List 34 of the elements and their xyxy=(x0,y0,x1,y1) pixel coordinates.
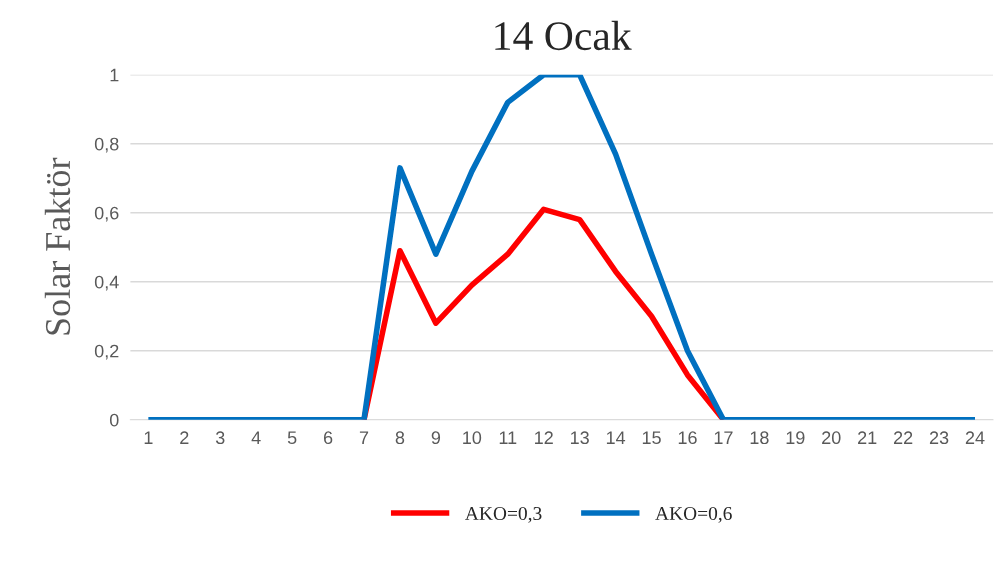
y-tick-label: 0,8 xyxy=(94,137,119,153)
x-tick-label: 12 xyxy=(535,431,553,444)
x-tick-label: 10 xyxy=(463,431,482,445)
legend-label: AKO=0,6 xyxy=(655,506,732,523)
x-tick-label: 20 xyxy=(822,431,841,445)
x-tick-label: 15 xyxy=(642,431,661,445)
x-tick-label: 1 xyxy=(144,431,153,444)
y-tick-label: 0,4 xyxy=(94,275,119,291)
x-tick-label: 16 xyxy=(678,431,697,445)
y-tick-label: 0,6 xyxy=(94,206,119,222)
x-tick-label: 24 xyxy=(965,431,985,444)
y-tick-label: 0 xyxy=(109,413,119,427)
y-tick-label: 0,2 xyxy=(94,344,119,360)
x-tick-label: 4 xyxy=(251,431,261,444)
y-axis-title: Solar Faktör xyxy=(44,157,71,335)
x-tick-label: 13 xyxy=(570,431,589,445)
x-tick-label: 7 xyxy=(359,431,369,444)
x-tick-label: 18 xyxy=(750,431,769,445)
x-tick-label: 21 xyxy=(858,431,877,444)
legend-label: AKO=0,3 xyxy=(465,506,542,523)
x-tick-label: 9 xyxy=(431,431,441,445)
x-tick-label: 3 xyxy=(215,431,225,445)
x-tick-label: 23 xyxy=(929,431,949,445)
x-tick-label: 8 xyxy=(395,431,405,445)
x-tick-label: 17 xyxy=(714,431,733,444)
x-tick-label: 6 xyxy=(323,431,333,445)
x-tick-label: 11 xyxy=(499,431,517,444)
x-tick-label: 14 xyxy=(606,431,626,444)
x-tick-label: 2 xyxy=(180,431,189,444)
y-tick-label: 1 xyxy=(110,68,119,82)
chart-title: 14 Ocak xyxy=(495,20,632,51)
x-tick-label: 19 xyxy=(786,431,805,445)
x-tick-label: 5 xyxy=(287,431,297,445)
x-tick-label: 22 xyxy=(893,431,913,444)
